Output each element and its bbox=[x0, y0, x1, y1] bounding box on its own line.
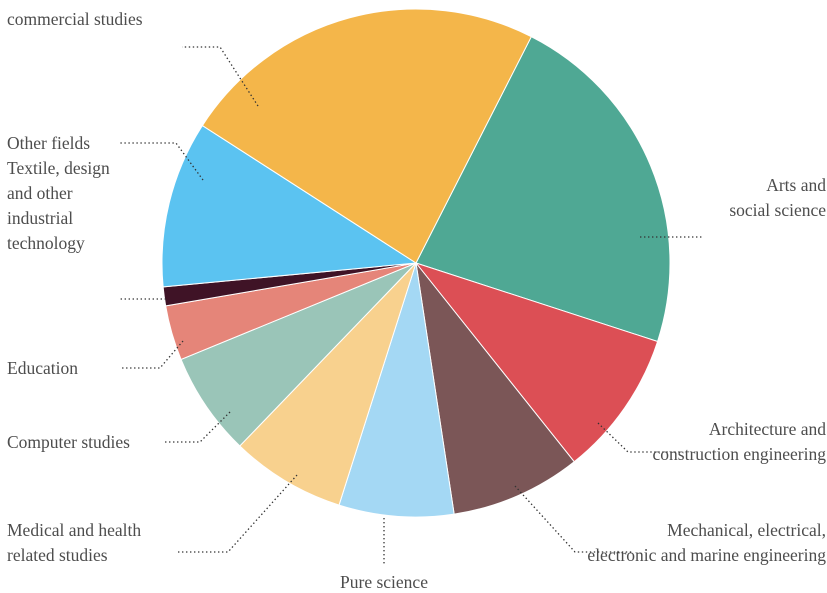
label-line: Textile, design bbox=[7, 158, 110, 178]
pie-slice-business-and-commercial-studies bbox=[201, 8, 532, 264]
pie-slice-other-fields bbox=[161, 124, 418, 288]
label-line: Other fields bbox=[7, 133, 90, 153]
leader-lines bbox=[118, 46, 702, 565]
leader-line-medical-and-health-related-studies bbox=[178, 474, 298, 553]
label-line: Architecture and bbox=[709, 419, 826, 439]
label-line: commercial studies bbox=[7, 9, 143, 29]
pie-slice-mechanical-electrical-electronic-and-marine-engineering bbox=[415, 261, 575, 515]
pie-slice-medical-and-health-related-studies bbox=[239, 262, 417, 506]
label-line: and other bbox=[7, 183, 73, 203]
label-mechanical-electrical-electronic-and-marine-engineering: Mechanical, electrical, electronic and ma… bbox=[587, 520, 826, 565]
pie-slices bbox=[161, 8, 671, 518]
leader-line-mechanical-electrical-electronic-and-marine-engineering bbox=[514, 485, 632, 553]
leader-line-education bbox=[120, 340, 184, 369]
category-labels: Arts and social science Architecture and co… bbox=[7, 0, 826, 592]
label-line: Computer studies bbox=[7, 432, 130, 452]
label-line: electronic and marine engineering bbox=[587, 545, 826, 565]
leader-line-other-fields bbox=[118, 142, 204, 181]
label-medical-and-health-related-studies: Medical and health related studies bbox=[7, 520, 141, 565]
leader-line-architecture-and-construction-engineering bbox=[597, 422, 680, 453]
label-other-fields: Other fields bbox=[7, 133, 90, 153]
label-architecture-and-construction-engineering: Architecture and construction engineering bbox=[653, 419, 827, 464]
label-line: industrial bbox=[7, 208, 73, 228]
label-line: related studies bbox=[7, 545, 108, 565]
label-line: Medical and health bbox=[7, 520, 141, 540]
label-line: Mechanical, electrical, bbox=[667, 520, 826, 540]
label-line: Pure science bbox=[340, 572, 428, 592]
label-pure-science: Pure science bbox=[340, 572, 428, 592]
pie-slice-architecture-and-construction-engineering bbox=[414, 262, 659, 463]
label-business-and-commercial-studies: Business and commercial studies bbox=[7, 0, 143, 29]
label-line: Business and bbox=[7, 0, 99, 4]
label-line: Arts and bbox=[766, 175, 826, 195]
label-textile-design-and-other-industrial-technology: Textile, design and other industrial techno… bbox=[7, 158, 110, 253]
label-education: Education bbox=[7, 358, 78, 378]
pie-slice-pure-science bbox=[338, 262, 455, 518]
label-line: construction engineering bbox=[653, 444, 827, 464]
pie-slice-arts-and-social-science bbox=[415, 36, 671, 343]
label-line: technology bbox=[7, 233, 85, 253]
label-line: social science bbox=[729, 200, 826, 220]
label-line: Education bbox=[7, 358, 78, 378]
label-computer-studies: Computer studies bbox=[7, 432, 130, 452]
label-arts-and-social-science: Arts and social science bbox=[729, 175, 826, 220]
